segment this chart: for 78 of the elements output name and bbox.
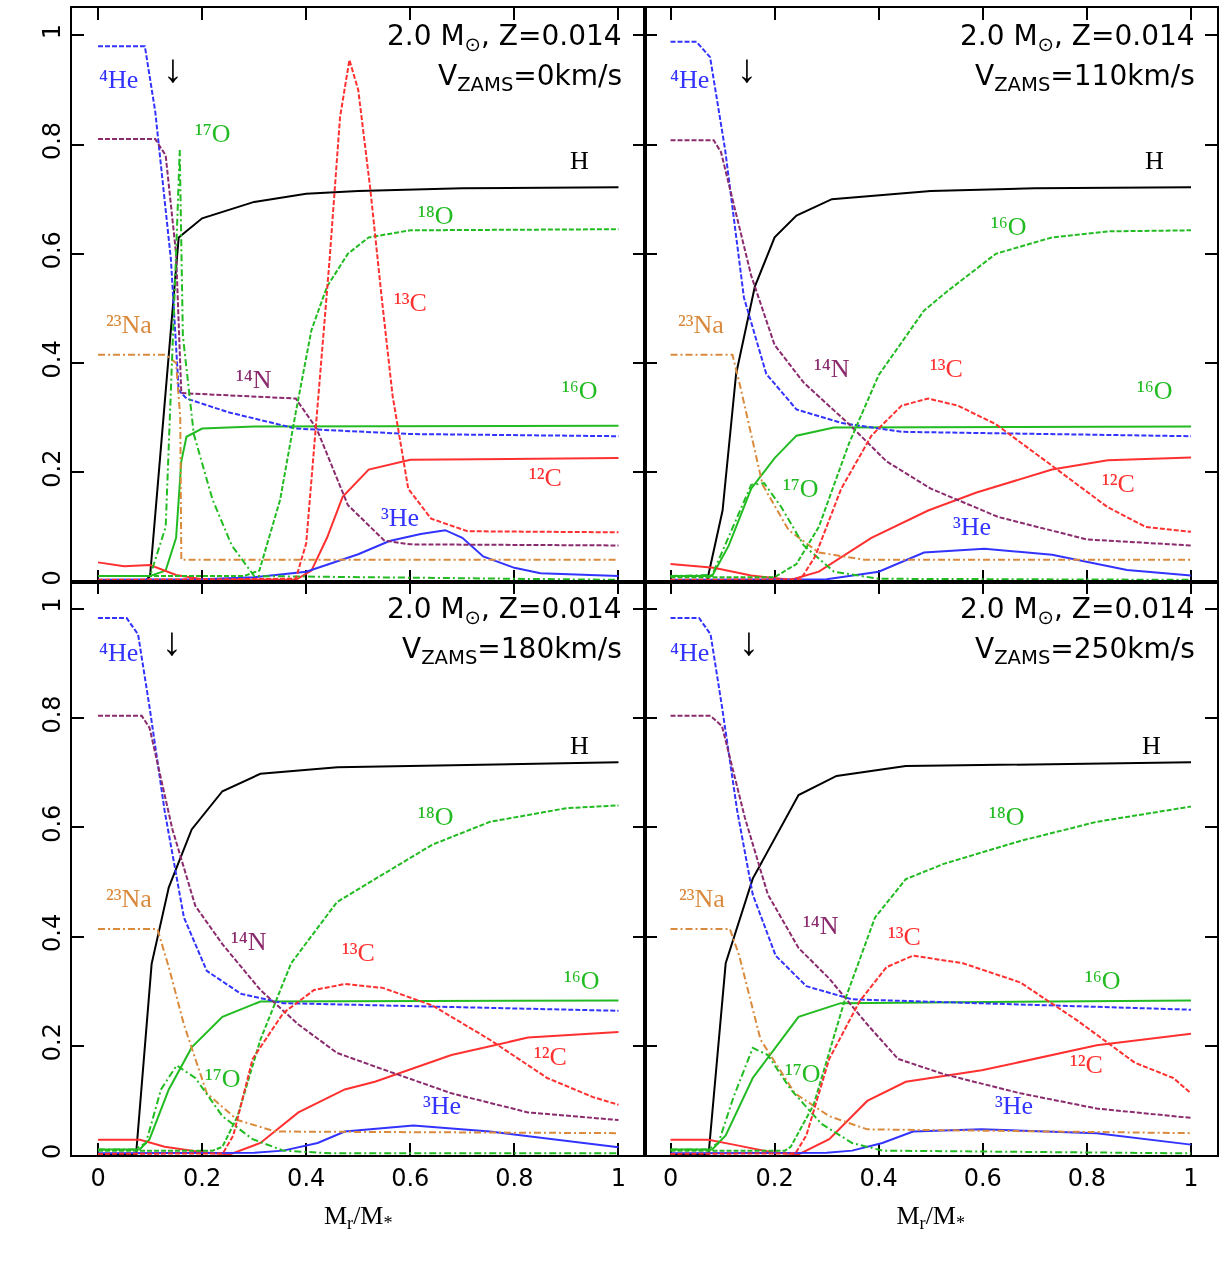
series-label: ¹⁴N <box>803 911 839 940</box>
text: V$_{ZAMS}$=180km/s <box>402 632 622 669</box>
x-tick-label: 0 <box>90 1163 106 1192</box>
x-tick-label: 0.4 <box>287 1163 326 1192</box>
series-label: ³He <box>953 512 992 541</box>
annotation: ↓ <box>162 619 182 664</box>
x-tick-label: 0.4 <box>859 1163 898 1192</box>
series-label: ¹⁶O <box>1137 376 1173 405</box>
annotation: ↓ <box>737 46 757 91</box>
series-label: ¹⁷O <box>785 1059 821 1088</box>
x-axis-title: M$_{r}$/M$_{*}$ <box>896 1201 966 1234</box>
y-tick-label: 0.6 <box>38 231 67 270</box>
series-label: ¹⁷O <box>195 119 231 148</box>
text: V$_{ZAMS}$=250km/s <box>975 632 1195 669</box>
x-axis-title: M$_{r}$/M$_{*}$ <box>323 1201 393 1234</box>
series-label: ¹⁴N <box>231 927 267 956</box>
y-tick-label: 0 <box>38 570 67 586</box>
series-label: ¹⁷O <box>783 474 819 503</box>
series-label: ⁴He <box>99 65 139 94</box>
y-tick-label: 0.2 <box>38 1023 67 1062</box>
y-tick-label: 0.8 <box>38 121 67 161</box>
series-label: ²³Na <box>679 884 726 913</box>
y-tick-label: 0.4 <box>38 340 67 379</box>
legend-label: H <box>1145 146 1164 175</box>
text: V$_{ZAMS}$=0km/s <box>438 59 623 96</box>
x-tick-label: 1 <box>610 1163 627 1192</box>
series-label: ¹²C <box>1070 1050 1103 1079</box>
x-tick-label: 0.6 <box>391 1163 430 1192</box>
legend-label: H <box>570 146 589 175</box>
y-tick-label: 1 <box>38 597 67 613</box>
series-label: ¹²C <box>529 463 562 492</box>
annotation: ↓ <box>739 619 759 664</box>
series-label: ¹⁸O <box>989 802 1025 831</box>
text: 2.0 M$_{⊙}$, Z=0.014 <box>960 19 1195 56</box>
series-label: ³He <box>381 503 420 532</box>
y-tick-label: 0 <box>38 1143 67 1160</box>
x-tick-label: 0.8 <box>495 1163 534 1192</box>
series-label: H <box>1142 731 1161 760</box>
series-label: ¹⁸O <box>418 201 454 230</box>
series-label: ⁴He <box>99 638 139 667</box>
text: 2.0 M$_{⊙}$, Z=0.014 <box>387 19 622 56</box>
series-label: ¹⁷O <box>205 1064 241 1093</box>
x-tick-label: 0 <box>662 1163 679 1192</box>
series-label: H <box>570 731 589 760</box>
series-label: ³He <box>423 1091 462 1120</box>
series-label: ³He <box>995 1091 1034 1120</box>
series-label: ¹⁴N <box>814 354 850 383</box>
series-label: ⁴He <box>670 65 710 94</box>
y-tick-label: 1 <box>38 24 67 40</box>
series-label: ¹³C <box>888 922 921 951</box>
annotation: ↓ <box>163 46 183 91</box>
x-tick-label: 0.2 <box>755 1163 794 1192</box>
series-label: ¹⁶O <box>1085 966 1121 995</box>
text: V$_{ZAMS}$=110km/s <box>975 59 1195 96</box>
x-tick-label: 0.2 <box>183 1163 222 1192</box>
y-tick-label: 0.6 <box>38 804 67 843</box>
y-tick-label: 0.8 <box>38 695 67 734</box>
text: 2.0 M$_{⊙}$, Z=0.014 <box>387 592 622 629</box>
series-label: ⁴He <box>670 638 710 667</box>
x-tick-label: 1 <box>1183 1163 1199 1192</box>
series-label: ¹⁶O <box>991 212 1027 241</box>
series-label: ¹⁶O <box>562 376 598 405</box>
series-label: ¹⁴N <box>236 365 272 394</box>
series-label: ²³Na <box>678 310 725 339</box>
series-label: ¹³C <box>930 354 963 383</box>
series-label: ¹³C <box>394 288 427 317</box>
series-label: ²³Na <box>106 884 153 913</box>
series-label: ¹³C <box>342 938 375 967</box>
series-label: ¹²C <box>534 1042 567 1071</box>
x-tick-label: 0.8 <box>1067 1163 1106 1192</box>
x-tick-label: 0.6 <box>963 1163 1002 1192</box>
y-tick-label: 0.2 <box>38 449 67 488</box>
text: 2.0 M$_{⊙}$, Z=0.014 <box>960 592 1195 629</box>
series-label: ²³Na <box>106 310 153 339</box>
y-tick-label: 0.4 <box>38 913 67 953</box>
series-label: ¹²C <box>1102 469 1135 498</box>
series-label: ¹⁶O <box>564 966 600 995</box>
series-label: ¹⁸O <box>418 802 454 831</box>
